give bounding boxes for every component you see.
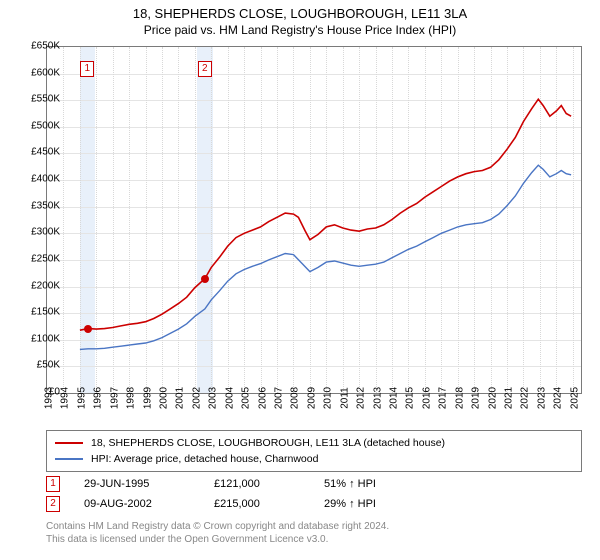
- sales-row: 2 09-AUG-2002 £215,000 29% ↑ HPI: [46, 494, 582, 514]
- x-axis-label: 2016: [421, 387, 432, 409]
- series-hpi: [80, 165, 571, 349]
- legend-swatch: [55, 458, 83, 460]
- x-axis-label: 2006: [257, 387, 268, 409]
- legend-label: 18, SHEPHERDS CLOSE, LOUGHBOROUGH, LE11 …: [91, 437, 445, 449]
- sales-marker: 1: [46, 476, 60, 492]
- legend-swatch: [55, 442, 83, 444]
- chart-container: 18, SHEPHERDS CLOSE, LOUGHBOROUGH, LE11 …: [0, 0, 600, 560]
- sales-hpi: 51% ↑ HPI: [324, 478, 414, 490]
- x-axis-label: 1998: [126, 387, 137, 409]
- y-axis-label: £200K: [8, 280, 60, 291]
- x-axis-label: 2020: [487, 387, 498, 409]
- x-axis-label: 1993: [44, 387, 55, 409]
- chart-title: 18, SHEPHERDS CLOSE, LOUGHBOROUGH, LE11 …: [0, 0, 600, 21]
- x-axis-label: 2015: [405, 387, 416, 409]
- chart-legend: 18, SHEPHERDS CLOSE, LOUGHBOROUGH, LE11 …: [46, 430, 582, 472]
- y-axis-label: £250K: [8, 253, 60, 264]
- x-axis-label: 2024: [553, 387, 564, 409]
- x-axis-label: 2000: [159, 387, 170, 409]
- y-axis-label: £300K: [8, 227, 60, 238]
- x-axis-label: 2005: [241, 387, 252, 409]
- sales-marker: 2: [46, 496, 60, 512]
- x-axis-label: 2018: [454, 387, 465, 409]
- y-axis-label: £50K: [8, 360, 60, 371]
- x-axis-label: 2009: [306, 387, 317, 409]
- sales-date: 29-JUN-1995: [84, 478, 214, 490]
- x-axis-label: 2023: [536, 387, 547, 409]
- x-axis-label: 2022: [520, 387, 531, 409]
- x-axis-label: 2001: [175, 387, 186, 409]
- legend-row: 18, SHEPHERDS CLOSE, LOUGHBOROUGH, LE11 …: [55, 435, 573, 451]
- chart-marker-box: 2: [198, 61, 212, 77]
- x-axis-label: 1994: [60, 387, 71, 409]
- chart-lines: [47, 47, 581, 393]
- x-axis-label: 1999: [142, 387, 153, 409]
- y-axis-label: £100K: [8, 333, 60, 344]
- y-axis-label: £150K: [8, 307, 60, 318]
- sales-price: £215,000: [214, 498, 324, 510]
- x-axis-label: 2012: [356, 387, 367, 409]
- x-axis-label: 2021: [504, 387, 515, 409]
- x-axis-label: 2019: [471, 387, 482, 409]
- y-axis-label: £400K: [8, 174, 60, 185]
- sale-dot: [84, 325, 92, 333]
- y-axis-label: £450K: [8, 147, 60, 158]
- chart-subtitle: Price paid vs. HM Land Registry's House …: [0, 21, 600, 41]
- sale-dot: [201, 275, 209, 283]
- footer-line: This data is licensed under the Open Gov…: [46, 533, 389, 546]
- sales-date: 09-AUG-2002: [84, 498, 214, 510]
- x-axis-label: 2017: [438, 387, 449, 409]
- sales-row: 1 29-JUN-1995 £121,000 51% ↑ HPI: [46, 474, 582, 494]
- footer-line: Contains HM Land Registry data © Crown c…: [46, 520, 389, 533]
- y-axis-label: £650K: [8, 41, 60, 52]
- sales-hpi: 29% ↑ HPI: [324, 498, 414, 510]
- legend-row: HPI: Average price, detached house, Char…: [55, 451, 573, 467]
- chart-marker-box: 1: [80, 61, 94, 77]
- legend-label: HPI: Average price, detached house, Char…: [91, 453, 318, 465]
- x-axis-label: 2010: [323, 387, 334, 409]
- x-axis-label: 2013: [372, 387, 383, 409]
- y-axis-label: £350K: [8, 200, 60, 211]
- x-axis-label: 2014: [389, 387, 400, 409]
- sales-price: £121,000: [214, 478, 324, 490]
- y-axis-label: £500K: [8, 120, 60, 131]
- chart-plot-area: 12: [46, 46, 582, 394]
- x-axis-label: 2002: [191, 387, 202, 409]
- x-axis-label: 1995: [76, 387, 87, 409]
- x-axis-label: 2008: [290, 387, 301, 409]
- x-axis-label: 1996: [93, 387, 104, 409]
- y-axis-label: £550K: [8, 94, 60, 105]
- y-axis-label: £600K: [8, 67, 60, 78]
- footer: Contains HM Land Registry data © Crown c…: [46, 520, 389, 546]
- x-axis-label: 2007: [274, 387, 285, 409]
- x-axis-label: 2025: [569, 387, 580, 409]
- x-axis-label: 2003: [208, 387, 219, 409]
- x-axis-label: 2004: [224, 387, 235, 409]
- sales-table: 1 29-JUN-1995 £121,000 51% ↑ HPI 2 09-AU…: [46, 474, 582, 514]
- x-axis-label: 2011: [339, 387, 350, 409]
- x-axis-label: 1997: [109, 387, 120, 409]
